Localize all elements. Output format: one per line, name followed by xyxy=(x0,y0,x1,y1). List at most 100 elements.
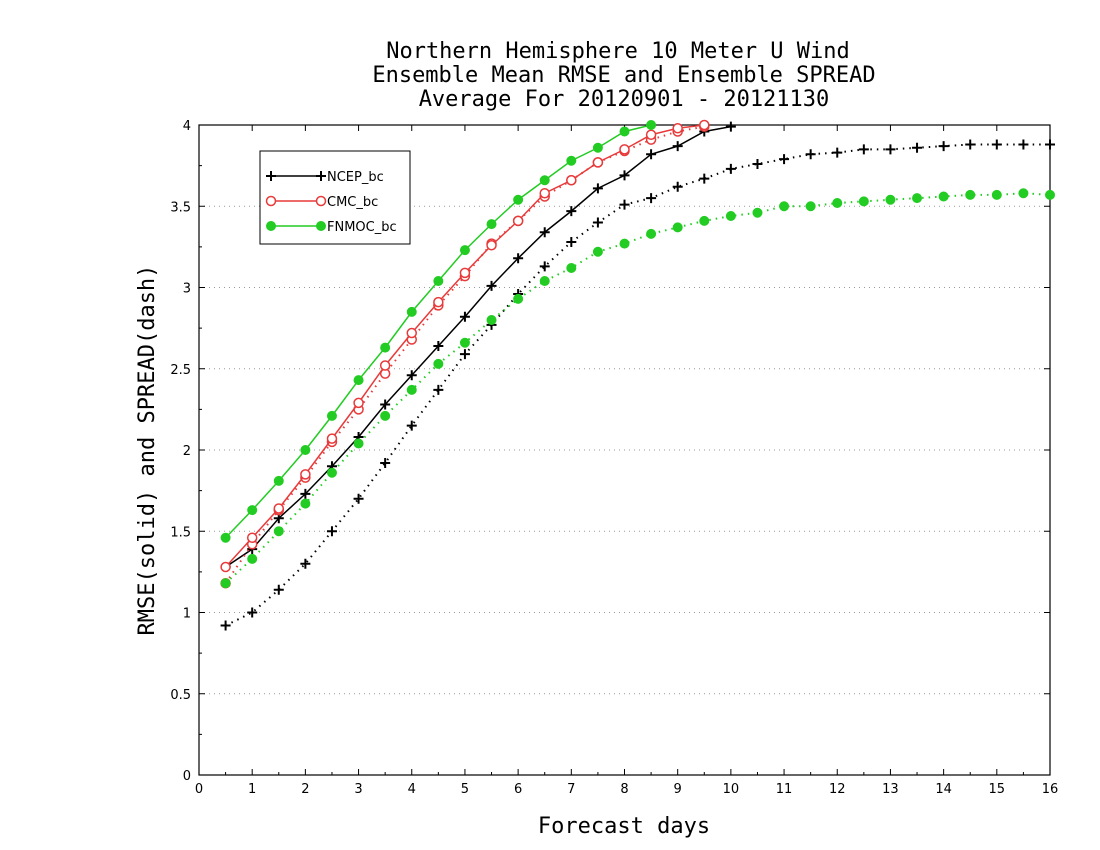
fnmoc-bc-spread-point xyxy=(592,246,603,257)
fnmoc-bc-rmse-point xyxy=(592,142,603,153)
ncep-bc-spread-point xyxy=(406,420,417,431)
title-line-2: Ensemble Mean RMSE and Ensemble SPREAD xyxy=(372,63,875,88)
cmc-bc-rmse-point xyxy=(672,123,683,134)
cmc-bc-rmse-point xyxy=(645,129,657,140)
fnmoc-bc-rmse-point xyxy=(247,505,258,516)
ncep-bc-rmse-point xyxy=(592,183,603,194)
x-tick-label: 9 xyxy=(674,782,682,797)
fnmoc-bc-rmse-point xyxy=(619,126,630,137)
ncep-bc-rmse-point xyxy=(539,227,550,238)
fnmoc-bc-rmse-point xyxy=(220,532,231,543)
cmc-bc-rmse-point xyxy=(300,469,311,480)
ncep-bc-rmse-point xyxy=(672,141,683,152)
ncep-bc-rmse-point xyxy=(513,253,524,264)
y-tick-label: 3 xyxy=(183,282,191,297)
y-axis-ticks: 0 0.5 1 1.5 2 2.5 3 3.5 4 xyxy=(170,119,1050,784)
cmc-bc-series xyxy=(220,119,710,589)
fnmoc-bc-spread-point xyxy=(247,553,258,564)
chart-title: Northern Hemisphere 10 Meter U Wind Ense… xyxy=(372,39,875,112)
ncep-bc-spread-point xyxy=(1045,139,1055,150)
fnmoc-bc-rmse-point xyxy=(539,175,550,186)
legend: NCEP_bc CMC_bc FNMOC_bc xyxy=(259,150,411,245)
legend-marker xyxy=(316,171,326,181)
ncep-bc-spread-point xyxy=(699,173,710,184)
ncep-bc-spread-point xyxy=(991,139,1002,150)
legend-box xyxy=(259,150,411,245)
gridlines xyxy=(199,205,1050,695)
x-tick-label: 13 xyxy=(882,782,899,797)
ncep-bc-spread-point xyxy=(858,144,869,155)
cmc-bc-rmse-point xyxy=(592,157,604,168)
ncep-bc-spread-point xyxy=(646,193,657,204)
fnmoc-bc-rmse-point xyxy=(486,219,497,230)
fnmoc-bc-spread-point xyxy=(1018,188,1029,199)
fnmoc-bc-spread-point xyxy=(858,196,869,207)
ncep-bc-spread-point xyxy=(300,558,311,569)
cmc-bc-rmse-point xyxy=(512,215,524,227)
fnmoc-bc-rmse-point xyxy=(459,245,470,256)
x-tick-label: 12 xyxy=(829,782,846,797)
y-tick-label: 4 xyxy=(183,119,191,134)
x-tick-label: 3 xyxy=(354,782,362,797)
ncep-bc-spread-point xyxy=(965,139,976,150)
ncep-bc-spread-point xyxy=(273,584,284,595)
ncep-bc-spread-point xyxy=(380,458,391,468)
x-tick-label: 4 xyxy=(408,782,416,797)
ncep-bc-spread-point xyxy=(779,154,790,165)
legend-marker xyxy=(265,195,277,207)
x-tick-label: 6 xyxy=(514,782,522,797)
ncep-bc-series xyxy=(220,121,1055,631)
fnmoc-bc-rmse-point xyxy=(353,375,364,386)
legend-label: NCEP_bc xyxy=(327,170,384,185)
ncep-bc-spread-point xyxy=(672,181,683,192)
fnmoc-bc-spread-point xyxy=(991,189,1002,200)
fnmoc-bc-spread-point xyxy=(646,228,657,239)
y-tick-label: 2.5 xyxy=(170,363,191,378)
ncep-bc-spread-point xyxy=(539,261,550,272)
fnmoc-bc-spread-point xyxy=(300,498,311,509)
fnmoc-bc-spread-point xyxy=(353,438,364,449)
x-axis-ticks: 0 1 2 3 4 5 6 7 8 9 10 11 12 13 14 15 16 xyxy=(195,125,1058,797)
x-tick-label: 5 xyxy=(461,782,469,797)
fnmoc-bc-spread-point xyxy=(406,384,417,395)
ncep-bc-spread-point xyxy=(752,159,763,169)
fnmoc-bc-rmse-point xyxy=(273,475,284,486)
fnmoc-bc-spread-point xyxy=(832,198,843,208)
fnmoc-bc-spread-point xyxy=(513,293,524,304)
x-tick-label: 7 xyxy=(567,782,575,797)
ncep-bc-spread-point xyxy=(459,349,470,360)
fnmoc-bc-rmse-point xyxy=(646,120,657,130)
fnmoc-bc-rmse-point xyxy=(433,276,444,286)
fnmoc-bc-spread-point xyxy=(725,211,736,221)
ncep-bc-spread-point xyxy=(912,142,923,153)
y-axis-label: RMSE(solid) and SPREAD(dash) xyxy=(135,265,160,636)
fnmoc-bc-spread-point xyxy=(752,207,763,218)
fnmoc-bc-spread-point xyxy=(938,191,949,202)
fnmoc-bc-rmse-point xyxy=(300,445,311,455)
fnmoc-bc-spread-point xyxy=(566,263,577,273)
y-tick-label: 0 xyxy=(183,769,191,784)
fnmoc-bc-spread-point xyxy=(912,193,923,204)
y-tick-label: 2 xyxy=(183,444,191,459)
legend-marker xyxy=(266,171,276,181)
ncep-bc-rmse-point xyxy=(646,149,657,160)
ncep-bc-spread-point xyxy=(247,607,258,618)
ncep-bc-rmse-point xyxy=(486,280,497,291)
fnmoc-bc-spread-point xyxy=(486,315,497,325)
x-axis-label: Forecast days xyxy=(538,814,710,839)
legend-marker xyxy=(315,195,327,207)
cmc-bc-rmse-point xyxy=(406,327,417,339)
fnmoc-bc-spread-point xyxy=(220,578,231,589)
x-tick-label: 1 xyxy=(248,782,256,797)
ncep-bc-spread-point xyxy=(220,620,231,631)
x-tick-label: 10 xyxy=(723,782,740,797)
cmc-bc-rmse-point xyxy=(566,175,577,186)
ncep-bc-rmse-point xyxy=(725,121,736,132)
ncep-bc-spread-point xyxy=(832,147,843,158)
cmc-bc-rmse-point xyxy=(326,433,338,444)
x-tick-label: 16 xyxy=(1042,782,1059,797)
y-tick-label: 3.5 xyxy=(170,200,191,215)
fnmoc-bc-spread-point xyxy=(380,410,391,421)
x-tick-label: 2 xyxy=(301,782,309,797)
